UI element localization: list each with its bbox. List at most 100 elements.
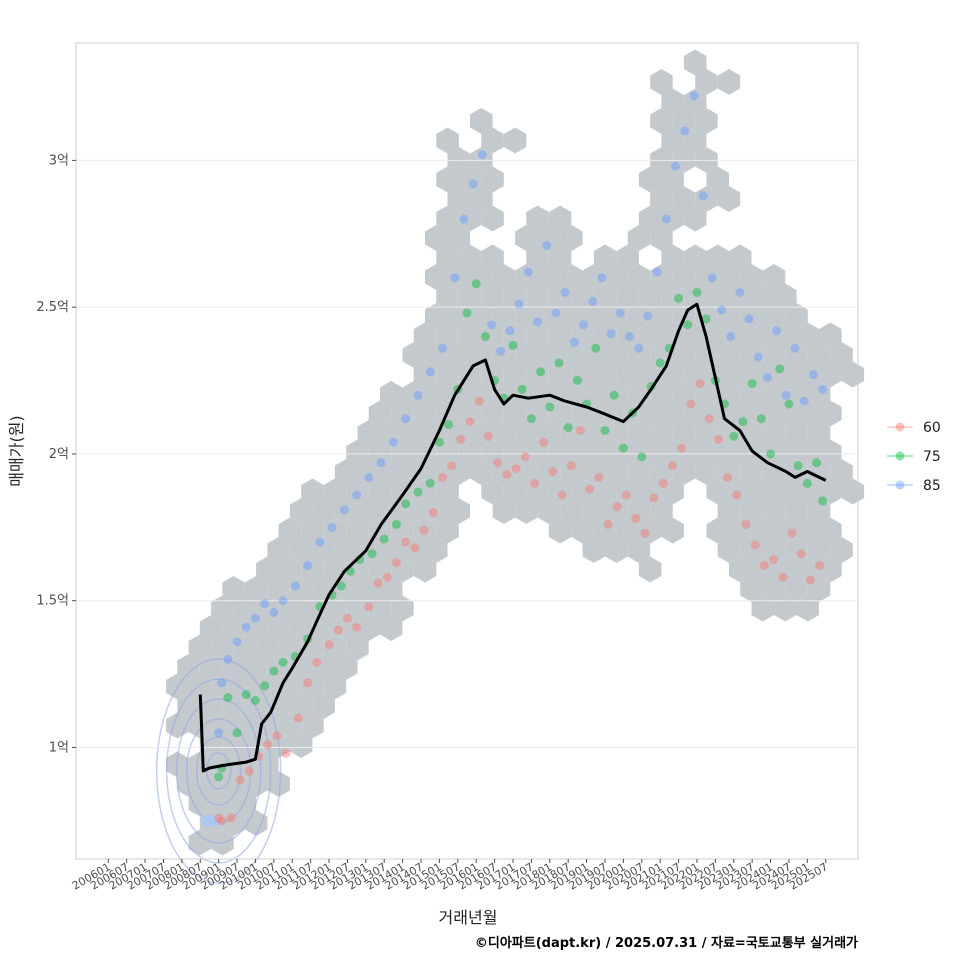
point-75-44 [637, 452, 647, 462]
hexbin-cell [638, 478, 662, 505]
hexbin-cell [380, 576, 403, 602]
hexbin-cell [301, 478, 324, 505]
hexbin-cell [436, 322, 459, 349]
point-85-47 [680, 126, 690, 136]
x-axis-title: 거래년월 [439, 908, 498, 927]
point-75-13 [336, 581, 346, 591]
hexbin-cell [289, 576, 313, 602]
hexbin-cell [582, 342, 606, 368]
point-60-35 [539, 437, 549, 447]
point-60-30 [493, 458, 503, 468]
hexbin-cell [402, 381, 425, 407]
hexbin-cell [447, 264, 470, 290]
hexbin-cell [425, 498, 448, 524]
hexbin-cell [605, 381, 628, 407]
point-75-34 [545, 402, 555, 412]
hexbin-cell [582, 303, 606, 329]
hexbin-cell [199, 654, 223, 680]
hexbin-cell [706, 244, 729, 271]
hexbin-cell [819, 322, 842, 349]
legend-key-75 [895, 451, 905, 461]
hexbin-cell [515, 303, 538, 329]
density-peak [200, 814, 221, 827]
hexbin-cell [695, 264, 718, 290]
point-60-29 [483, 431, 493, 441]
point-60-55 [723, 472, 733, 482]
hexbin-cell [380, 420, 403, 446]
hexbin-cell [222, 810, 245, 836]
point-85-59 [790, 343, 800, 353]
hexbin-cell [706, 478, 729, 505]
hexbin-cell [571, 283, 594, 310]
hexbin-cell [807, 537, 831, 563]
plot-panel-border [75, 42, 859, 860]
hexbin-cell [458, 322, 482, 349]
point-85-58 [781, 390, 791, 400]
hexbin-cell [650, 186, 673, 212]
hexbin-cell [256, 673, 279, 700]
point-85-37 [588, 296, 598, 306]
hexbin-cell [785, 420, 808, 446]
hexbin-cell [650, 381, 673, 407]
hexbin-cell [278, 517, 302, 544]
hexbin-cell [515, 225, 538, 251]
hexbin-cell [740, 498, 763, 524]
point-75-18 [391, 519, 401, 529]
hexbin-cell [762, 303, 786, 329]
hexbin-cell [177, 771, 200, 797]
point-75-6 [260, 681, 270, 691]
hexbin-cell [695, 69, 718, 95]
point-75-25 [462, 308, 472, 318]
hexbin-cell [413, 361, 437, 388]
point-60-50 [677, 443, 687, 453]
hexbin-cell [503, 400, 527, 427]
point-75-21 [425, 478, 435, 488]
hexbin-cell [323, 673, 347, 700]
point-85-15 [364, 472, 374, 482]
hexbin-cell [717, 342, 741, 368]
point-85-61 [808, 370, 818, 380]
hexbin-cell [683, 205, 707, 232]
hexbin-cell [683, 439, 707, 466]
point-75-2 [223, 693, 233, 703]
point-85-4 [241, 622, 251, 632]
hexbin-cell [425, 459, 448, 485]
hexbin-cell [751, 400, 774, 427]
point-60-3 [235, 775, 245, 785]
hexbin-cell [436, 478, 459, 505]
point-60-49 [667, 461, 677, 471]
point-85-49 [698, 191, 708, 201]
point-75-19 [401, 499, 411, 509]
hexbin-cell [605, 264, 628, 290]
hexbin-cell [785, 498, 808, 524]
hexbin-cell [301, 517, 324, 544]
hexbin-cell [267, 615, 290, 641]
point-85-55 [753, 352, 763, 362]
hexbin-cell [289, 537, 313, 563]
hexbin-cell [819, 439, 842, 466]
hexbin-cell [515, 381, 538, 407]
point-85-10 [303, 560, 313, 570]
point-60-27 [465, 417, 475, 427]
hexbin-cell [706, 322, 729, 349]
point-60-39 [575, 425, 585, 435]
point-60-59 [759, 560, 769, 570]
gridlines [76, 159, 858, 748]
point-60-6 [263, 740, 273, 750]
hexbin-cell [368, 556, 392, 583]
hexbin-cell [751, 283, 774, 310]
hexbin-cell [717, 498, 741, 524]
point-85-51 [716, 305, 726, 315]
y-axis-title: 매매가(원) [7, 415, 26, 486]
point-85-32 [542, 241, 552, 251]
hexbin-cell [729, 439, 752, 466]
point-75-61 [793, 461, 803, 471]
hexbin-cell [548, 361, 572, 388]
hexbin-cell [571, 517, 594, 544]
point-75-35 [554, 358, 564, 368]
hexbin-cell [638, 283, 662, 310]
legend-label-75: 75 [923, 449, 941, 465]
point-75-54 [729, 431, 739, 441]
hexbin-cell [492, 459, 516, 485]
hexbin-cell [774, 400, 797, 427]
